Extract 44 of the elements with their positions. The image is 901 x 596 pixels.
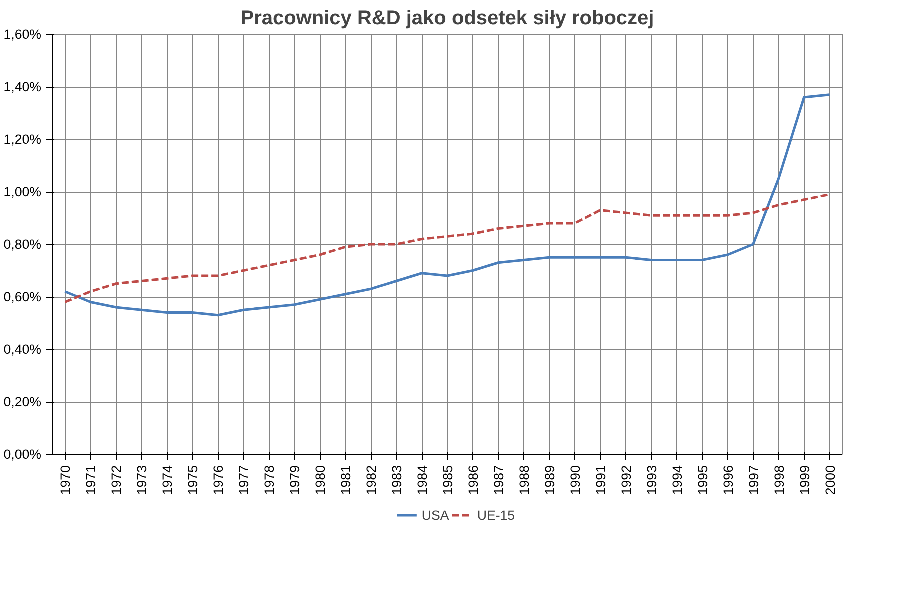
x-tick-label: 1983 bbox=[390, 465, 405, 496]
x-tick-label: 1980 bbox=[313, 465, 328, 496]
y-tick-label: 0,60% bbox=[4, 290, 42, 304]
x-tick-label: 1977 bbox=[236, 465, 252, 496]
y-tick-label: 0,80% bbox=[4, 237, 42, 252]
x-tick-label: 1978 bbox=[262, 465, 278, 496]
x-tick-label: 1995 bbox=[695, 465, 710, 496]
x-tick-label: 1998 bbox=[772, 465, 787, 496]
y-tick-label: 0,20% bbox=[4, 394, 42, 410]
y-tick-label: 1,40% bbox=[4, 80, 42, 94]
x-tick-label: 1971 bbox=[84, 465, 99, 496]
x-tick-label: 1986 bbox=[466, 465, 481, 496]
y-tick-label: 1,60% bbox=[4, 27, 42, 42]
x-tick-label: 1989 bbox=[542, 465, 558, 496]
line-series bbox=[64, 94, 832, 317]
x-tick-label: 1991 bbox=[593, 465, 608, 496]
x-tick-label: 1970 bbox=[58, 465, 74, 496]
y-tick-label: 0,00% bbox=[4, 447, 42, 462]
x-tick-label: 1985 bbox=[440, 465, 456, 496]
x-tick-label: 1987 bbox=[491, 465, 506, 496]
x-tick-label: 1990 bbox=[568, 465, 583, 496]
x-tick-label: 1996 bbox=[720, 465, 736, 496]
chart-title: Pracownicy R&D jako odsetek siły roboczej bbox=[240, 8, 654, 30]
x-tick-label: 1992 bbox=[618, 465, 634, 496]
legend-label: UE-15 bbox=[477, 508, 516, 522]
x-tick-label: 1979 bbox=[288, 465, 303, 496]
x-tick-label: 1984 bbox=[415, 464, 430, 496]
y-tick-label: 1,20% bbox=[4, 132, 42, 147]
x-tick-label: 1982 bbox=[364, 465, 380, 496]
x-tick-label: 1981 bbox=[338, 465, 354, 496]
x-tick-label: 1999 bbox=[797, 465, 812, 496]
x-tick-label: 1976 bbox=[211, 465, 226, 496]
x-tick-label: 1997 bbox=[746, 465, 762, 496]
y-tick-label: 0,40% bbox=[4, 342, 42, 357]
x-tick-label: 1975 bbox=[186, 465, 201, 496]
x-tick-label: 1993 bbox=[644, 465, 660, 496]
x-tick-label: 1973 bbox=[134, 465, 150, 496]
x-tick-label: 1994 bbox=[670, 464, 685, 496]
x-tick-label: 1972 bbox=[109, 465, 124, 496]
legend-label: USA bbox=[422, 508, 450, 522]
x-tick-label: 1988 bbox=[516, 465, 532, 496]
y-tick-label: 1,00% bbox=[4, 184, 42, 200]
x-tick-label: 1974 bbox=[160, 464, 176, 496]
x-tick-label: 2000 bbox=[822, 465, 838, 496]
